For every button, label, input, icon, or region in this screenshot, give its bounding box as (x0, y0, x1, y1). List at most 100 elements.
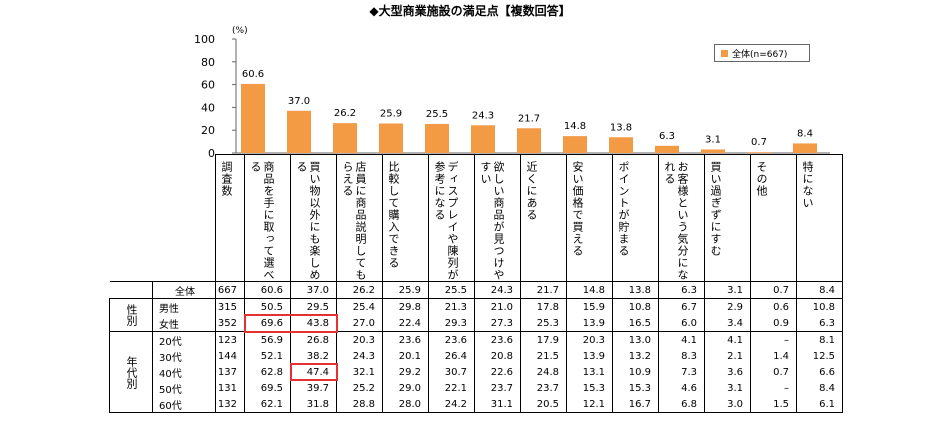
table-cell: – (750, 380, 797, 396)
table-cell: 12.5 (796, 348, 843, 364)
data-table: 調査数 商品を手に取って選べる 買い物以外にも楽しめる 店員に商品説明してもらえる 比較… (109, 154, 843, 413)
table-cell: 10.8 (796, 298, 843, 315)
column-header: 比較して購入できる (382, 154, 429, 282)
bar (609, 137, 633, 153)
bar (425, 123, 449, 153)
bar-value-label: 0.7 (751, 137, 767, 148)
table-cell: 20.3 (336, 331, 383, 348)
column-header: 商品を手に取って選べる (244, 154, 291, 282)
bar (379, 123, 403, 153)
table-cell: 0.7 (750, 281, 797, 299)
group-label: 年代別 (109, 331, 153, 413)
table-cell: 25.3 (520, 315, 567, 332)
bar-value-label: 37.0 (288, 96, 310, 107)
table-cell: 20.3 (566, 331, 613, 348)
column-header-text: 欲しい商品が見つけやすい (479, 161, 505, 281)
table-cell: 26.8 (290, 331, 337, 348)
table-cell: 47.4 (290, 364, 337, 380)
row-count: 315 (215, 298, 245, 315)
table-cell: 25.5 (428, 281, 475, 299)
table-cell: 21.3 (428, 298, 475, 315)
bars-group: 60.6 37.0 26.2 25.9 25.5 24.3 21.7 14.8 13.8 6.3 3… (241, 69, 817, 153)
bar-chart: (%) 0 20 40 60 80 100 60.6 37.0 26.2 25.9 25.5 24.… (194, 26, 830, 158)
table-cell: 16.5 (612, 315, 659, 332)
row-count: 137 (215, 364, 245, 380)
table-cell: 25.2 (336, 380, 383, 396)
y-tick-label: 60 (201, 79, 215, 92)
row-label: 20代 (152, 331, 216, 348)
table-cell: 38.2 (290, 348, 337, 364)
column-header-text: 近くにある (525, 161, 538, 221)
table-cell: 1.5 (750, 396, 797, 413)
table-cell: 69.6 (244, 315, 291, 332)
table-cell: 30.7 (428, 364, 475, 380)
bar (747, 152, 771, 153)
table-cell: 24.3 (336, 348, 383, 364)
table-cell: 27.0 (336, 315, 383, 332)
bar (563, 136, 587, 153)
group-label: 性別 (109, 298, 153, 332)
table-cell: 29.5 (290, 298, 337, 315)
bar-value-label: 26.2 (334, 108, 356, 119)
table-cell: 3.4 (704, 315, 751, 332)
table-cell: 8.4 (796, 281, 843, 299)
table-cell: 24.3 (474, 281, 521, 299)
column-header-text: お客様という気分になれる (663, 161, 689, 281)
table-cell: 23.7 (520, 380, 567, 396)
bar (793, 143, 817, 153)
chart-legend: 全体(n=667) (714, 44, 810, 62)
table-cell: 31.8 (290, 396, 337, 413)
table-cell: 7.3 (658, 364, 705, 380)
table-cell: 23.6 (382, 331, 429, 348)
row-count: 667 (215, 281, 245, 299)
row-label: 女性 (152, 315, 216, 332)
table-cell: 6.3 (658, 281, 705, 299)
column-header-text: ポイントが貯まる (617, 161, 630, 257)
table-cell: 56.9 (244, 331, 291, 348)
column-header-text: 安い価格で買える (571, 161, 584, 257)
table-cell: 22.1 (428, 380, 475, 396)
table-cell: 0.7 (750, 364, 797, 380)
table-cell: 13.9 (566, 315, 613, 332)
table-cell: 2.1 (704, 348, 751, 364)
table-cell: 24.8 (520, 364, 567, 380)
bar-value-label: 8.4 (797, 128, 813, 139)
table-cell: 69.5 (244, 380, 291, 396)
table-cell: 29.3 (428, 315, 475, 332)
row-label: 30代 (152, 348, 216, 364)
table-cell: 50.5 (244, 298, 291, 315)
table-cell: 10.9 (612, 364, 659, 380)
bar-value-label: 3.1 (705, 134, 721, 145)
table-cell: 2.9 (704, 298, 751, 315)
table-row: 30代 144 52.1 38.2 24.3 20.1 26.4 20.8 21.5 13.9 13… (110, 348, 843, 364)
table-cell: 3.0 (704, 396, 751, 413)
bar (517, 128, 541, 153)
header-blank (109, 154, 216, 282)
table-cell: 21.0 (474, 298, 521, 315)
column-header-text: 商品を手に取って選べる (249, 161, 275, 281)
table-cell: 15.3 (612, 380, 659, 396)
column-header: ディスプレイや陳列が参考になる (428, 154, 475, 282)
table-cell: 20.8 (474, 348, 521, 364)
table-cell: 52.1 (244, 348, 291, 364)
table-cell: 22.4 (382, 315, 429, 332)
table-cell: 3.1 (704, 281, 751, 299)
table-cell: 17.8 (520, 298, 567, 315)
table-cell: 8.1 (796, 331, 843, 348)
table-row: 年代別 20代 123 56.9 26.8 20.3 23.6 23.6 23.6 17.9 20.… (109, 331, 843, 413)
bar (287, 110, 311, 153)
column-header-text: 買い物以外にも楽しめる (295, 161, 321, 281)
table-cell: 20.1 (382, 348, 429, 364)
bar (471, 125, 495, 153)
table-cell: 12.1 (566, 396, 613, 413)
column-header: 買い過ぎずにすむ (704, 154, 751, 282)
bar-value-label: 14.8 (564, 121, 586, 132)
column-header-text: 買い過ぎずにすむ (709, 161, 722, 257)
table-cell: 21.5 (520, 348, 567, 364)
y-tick-label: 100 (194, 33, 215, 46)
table-cell: 6.3 (796, 315, 843, 332)
column-header: ポイントが貯まる (612, 154, 659, 282)
bar-value-label: 24.3 (472, 110, 494, 121)
table-cell: 43.8 (290, 315, 337, 332)
table-cell: 16.7 (612, 396, 659, 413)
